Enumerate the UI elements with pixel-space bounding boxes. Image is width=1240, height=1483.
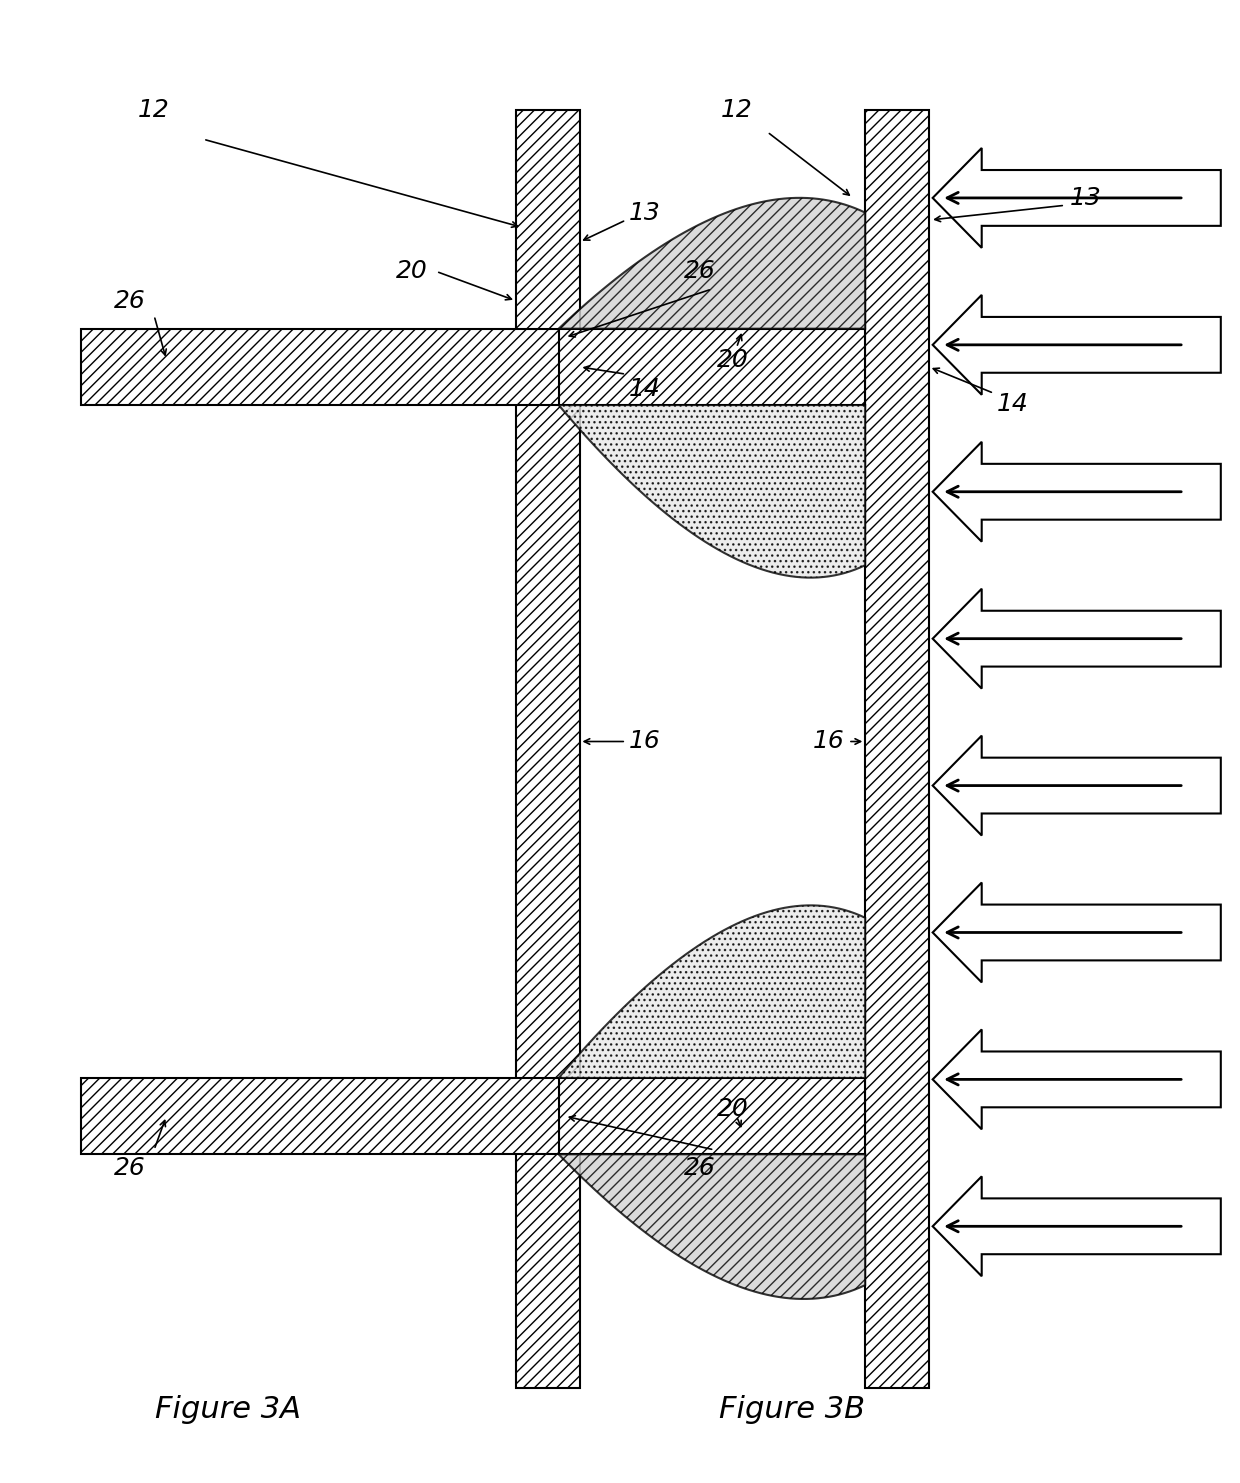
Polygon shape bbox=[559, 1154, 866, 1299]
Polygon shape bbox=[932, 882, 1221, 982]
Polygon shape bbox=[932, 1176, 1221, 1277]
Polygon shape bbox=[559, 329, 866, 405]
Text: 16: 16 bbox=[812, 730, 844, 753]
Text: 26: 26 bbox=[114, 289, 145, 313]
Polygon shape bbox=[516, 110, 579, 1388]
Text: 12: 12 bbox=[138, 98, 170, 122]
Text: 16: 16 bbox=[629, 730, 661, 753]
Text: 14: 14 bbox=[997, 392, 1028, 415]
Text: Figure 3B: Figure 3B bbox=[719, 1396, 864, 1425]
Text: 26: 26 bbox=[683, 1155, 715, 1179]
Polygon shape bbox=[559, 1078, 866, 1154]
Text: Figure 3A: Figure 3A bbox=[155, 1396, 300, 1425]
Polygon shape bbox=[932, 295, 1221, 394]
Polygon shape bbox=[81, 329, 579, 405]
Text: 26: 26 bbox=[683, 260, 715, 283]
Text: 20: 20 bbox=[717, 1097, 749, 1121]
Text: 20: 20 bbox=[396, 260, 428, 283]
Polygon shape bbox=[932, 736, 1221, 835]
Polygon shape bbox=[559, 405, 866, 577]
Polygon shape bbox=[866, 110, 929, 1388]
Polygon shape bbox=[81, 1078, 579, 1154]
Text: 13: 13 bbox=[629, 200, 661, 224]
Text: 13: 13 bbox=[1070, 185, 1102, 211]
Text: 14: 14 bbox=[629, 377, 661, 400]
Polygon shape bbox=[932, 442, 1221, 541]
Polygon shape bbox=[559, 197, 866, 329]
Text: 20: 20 bbox=[717, 347, 749, 372]
Text: 12: 12 bbox=[720, 98, 753, 122]
Polygon shape bbox=[559, 906, 866, 1078]
Polygon shape bbox=[932, 1029, 1221, 1130]
Polygon shape bbox=[932, 589, 1221, 688]
Text: 26: 26 bbox=[114, 1155, 145, 1179]
Polygon shape bbox=[932, 148, 1221, 248]
